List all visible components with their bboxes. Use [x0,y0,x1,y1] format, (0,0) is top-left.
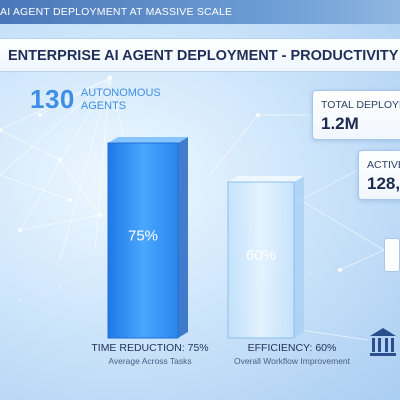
agents-label-line1: AUTONOMOUS [80,86,161,99]
bar-caption-2-sub: Overall Workflow Improvement [233,356,351,366]
stat-total-value: 1.2M [321,114,359,133]
bar-caption-2-title: EFFICIENCY: 60% [247,342,337,354]
bar-top-1 [228,176,304,182]
bar-side-1 [294,176,304,338]
stat-total-label: TOTAL DEPLOYMENT [321,99,400,111]
agents-count: 130 AUTONOMOUS AGENTS [30,84,161,115]
agents-label: AUTONOMOUS AGENTS [81,87,161,113]
bar-efficiency: 60% [227,176,304,339]
bar-data-label-0: 75% [128,228,158,245]
bar-face-1 [227,181,295,339]
bar-side-0 [178,137,188,338]
top-banner-text: AI AGENT DEPLOYMENT AT MASSIVE SCALE [0,6,233,18]
bar-face-0 [107,142,179,339]
page-title-text: ENTERPRISE AI AGENT DEPLOYMENT - PRODUCT… [8,48,400,64]
bar-caption-time-reduction: TIME REDUCTION: 75% Average Across Tasks [70,342,230,366]
agents-number: 130 [30,84,75,114]
bar-caption-1-title: TIME REDUCTION: 75% [91,342,209,354]
bank-icon [370,328,396,356]
agents-label-line2: AGENTS [80,99,127,112]
top-banner: AI AGENT DEPLOYMENT AT MASSIVE SCALE [0,0,400,24]
stat-card-active: ACTIVE A 128,4 [358,150,400,200]
stat-active-label: ACTIVE A [367,159,400,171]
bar-data-label-1: 60% [246,247,276,264]
bar-caption-1-sub: Average Across Tasks [108,356,192,366]
bar-time-reduction: 75% [107,137,188,339]
page-title: ENTERPRISE AI AGENT DEPLOYMENT - PRODUCT… [0,38,400,72]
stat-card-total: TOTAL DEPLOYMENT 1.2M [312,90,400,140]
stat-active-value: 128,4 [367,174,400,193]
bar-caption-efficiency: EFFICIENCY: 60% Overall Workflow Improve… [222,342,362,366]
bar-top-0 [108,137,188,143]
